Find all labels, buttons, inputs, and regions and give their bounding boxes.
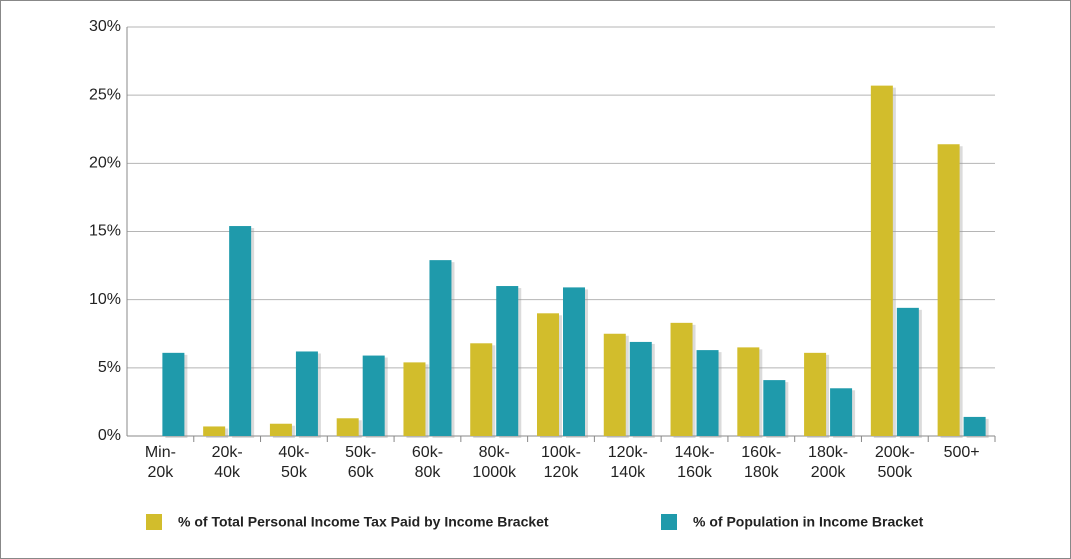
- legend-label: % of Population in Income Bracket: [693, 514, 924, 530]
- x-tick-label: 50k-: [345, 444, 376, 461]
- y-tick-label: 5%: [98, 359, 121, 376]
- x-tick-label: 20k-: [212, 444, 243, 461]
- x-tick-label: 500k: [877, 464, 913, 481]
- x-tick-label: 160k-: [741, 444, 781, 461]
- bar: [696, 350, 719, 436]
- y-tick-label: 20%: [89, 155, 121, 172]
- legend-swatch: [661, 514, 677, 530]
- x-tick-label: Min-: [145, 444, 176, 461]
- bar: [629, 341, 652, 436]
- bar: [670, 322, 693, 436]
- bar: [763, 380, 786, 436]
- bar: [870, 85, 893, 436]
- x-tick-label: 120k: [544, 464, 580, 481]
- y-tick-label: 30%: [89, 18, 121, 35]
- y-tick-label: 15%: [89, 223, 121, 240]
- bar: [336, 418, 359, 436]
- bar: [429, 260, 452, 436]
- bar: [496, 286, 519, 436]
- bar: [470, 343, 493, 436]
- bar: [830, 388, 853, 436]
- x-tick-label: 80k: [415, 464, 442, 481]
- x-tick-label: 140k: [610, 464, 646, 481]
- x-tick-label: 20k: [147, 464, 174, 481]
- x-tick-label: 1000k: [472, 464, 517, 481]
- y-tick-label: 10%: [89, 291, 121, 308]
- x-tick-label: 40k-: [278, 444, 309, 461]
- bar: [963, 416, 986, 436]
- x-tick-label: 100k-: [541, 444, 581, 461]
- x-tick-label: 40k: [214, 464, 241, 481]
- x-tick-label: 200k-: [875, 444, 915, 461]
- legend-swatch: [146, 514, 162, 530]
- bar: [937, 144, 960, 436]
- bar: [203, 426, 226, 436]
- y-tick-label: 0%: [98, 427, 121, 444]
- x-tick-label: 160k: [677, 464, 713, 481]
- x-tick-label: 140k-: [675, 444, 715, 461]
- bar: [537, 313, 559, 436]
- bar: [737, 347, 760, 436]
- x-tick-label: 80k-: [479, 444, 510, 461]
- bar: [804, 352, 827, 436]
- bar: [403, 362, 426, 436]
- bar: [269, 423, 292, 436]
- x-tick-label: 60k-: [412, 444, 443, 461]
- y-tick-label: 25%: [89, 86, 121, 103]
- bar: [896, 307, 919, 436]
- bar: [362, 355, 385, 436]
- x-tick-label: 180k-: [808, 444, 848, 461]
- x-tick-label: 500+: [944, 444, 980, 461]
- x-tick-label: 180k: [744, 464, 780, 481]
- x-tick-label: 60k: [348, 464, 375, 481]
- bar: [295, 351, 318, 436]
- legend-label: % of Total Personal Income Tax Paid by I…: [178, 514, 549, 530]
- bar: [603, 333, 626, 436]
- bar: [563, 287, 585, 436]
- x-tick-label: 120k-: [608, 444, 648, 461]
- bar: [162, 352, 185, 436]
- bar: [229, 226, 252, 436]
- x-tick-label: 200k: [811, 464, 847, 481]
- x-tick-label: 50k: [281, 464, 308, 481]
